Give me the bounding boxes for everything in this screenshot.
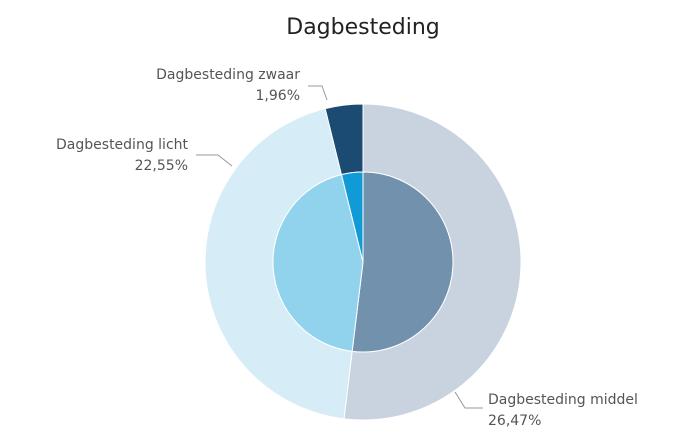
data-label-value: 1,96% (256, 88, 300, 104)
data-label-value: 26,47% (488, 413, 541, 429)
inner-slice (340, 171, 364, 263)
inner-slice (272, 174, 364, 352)
data-label-name: Dagbesteding zwaar (156, 67, 300, 83)
data-label-name: Dagbesteding middel (488, 392, 638, 408)
data-label-name: Dagbesteding licht (56, 137, 188, 153)
chart-title: Dagbesteding (286, 15, 440, 40)
leader-line (308, 85, 328, 101)
leader-line (454, 391, 483, 409)
leader-line (196, 154, 233, 167)
data-label-value: 22,55% (135, 158, 188, 174)
inner-slice (351, 171, 454, 353)
